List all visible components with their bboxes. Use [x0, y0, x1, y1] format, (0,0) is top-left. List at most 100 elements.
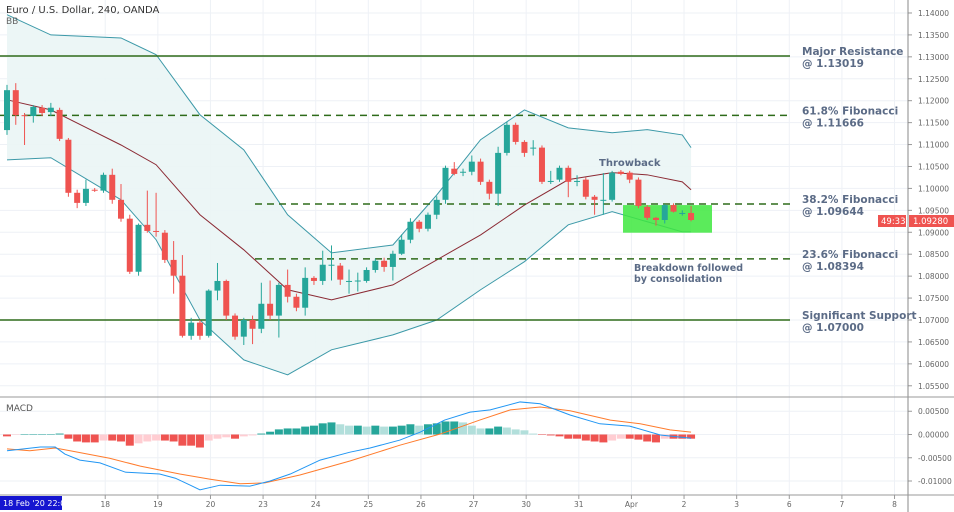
time-tick-label: 7 — [840, 500, 845, 509]
macd-histogram-bar — [511, 429, 520, 435]
candle-bearish — [451, 168, 458, 174]
time-tick-label: 20 — [206, 500, 216, 509]
price-tick-label: 1.07500 — [918, 294, 949, 303]
last-price-badge — [909, 215, 954, 227]
macd-tick-label: -0.01000 — [918, 477, 952, 486]
candle-bullish — [424, 214, 431, 229]
price-tick-label: 1.06000 — [918, 360, 949, 369]
price-tick-label: 1.07000 — [918, 316, 949, 325]
macd-histogram-bar — [187, 434, 196, 446]
macd-signal-line — [6, 406, 692, 485]
annotation-breakdown-line2: by consolidation — [634, 274, 722, 285]
price-tick-label: 1.09500 — [918, 206, 949, 215]
price-tick-label: 1.08000 — [918, 272, 949, 281]
time-tick-label: 23 — [258, 500, 268, 509]
macd-histogram-bar — [599, 434, 608, 443]
candle-bullish — [547, 180, 554, 182]
macd-histogram-bar — [178, 434, 187, 446]
macd-histogram-bar — [634, 434, 643, 440]
macd-histogram-bar — [546, 434, 555, 436]
macd-histogram-bar — [502, 427, 511, 435]
candle-bullish — [609, 172, 616, 200]
candle-bearish — [179, 275, 186, 336]
macd-tick-label: 0.00500 — [918, 407, 949, 416]
macd-histogram-bar — [573, 434, 582, 439]
time-cursor-badge — [0, 496, 62, 510]
candle-bearish — [670, 205, 677, 212]
macd-histogram-bar — [555, 434, 564, 437]
macd-histogram-bar — [608, 434, 617, 441]
last-price: 1.09280 — [913, 217, 948, 227]
level-value-fib-618: @ 1.11666 — [802, 117, 864, 129]
time-tick-label: 24 — [311, 500, 321, 509]
macd-histogram-bar — [160, 434, 169, 441]
macd-histogram-bar — [38, 434, 47, 435]
macd-histogram-bar — [459, 422, 468, 435]
time-cursor-label: 18 Feb '20 22:00 — [3, 499, 70, 508]
price-tick-label: 1.14000 — [918, 9, 949, 18]
candle-bearish — [21, 115, 28, 117]
macd-histogram-bar — [423, 424, 432, 435]
macd-histogram-bar — [678, 434, 687, 439]
candle-bullish — [188, 322, 195, 336]
candle-bullish — [398, 239, 405, 254]
candle-bullish — [47, 107, 54, 113]
candle-bearish — [267, 303, 274, 316]
macd-histogram-bar — [406, 424, 415, 435]
candle-bullish — [205, 290, 212, 336]
macd-histogram-bar — [660, 434, 669, 439]
candle-bearish — [591, 196, 598, 200]
macd-histogram-bar — [301, 426, 310, 435]
macd-histogram-bar — [651, 434, 660, 443]
macd-histogram-bar — [231, 434, 240, 439]
macd-histogram-bar — [143, 434, 152, 442]
candle-bullish — [4, 90, 10, 131]
candle-bullish — [30, 106, 37, 117]
candle-bearish — [223, 280, 230, 316]
macd-histogram-bar — [274, 429, 283, 435]
macd-histogram-bar — [520, 430, 529, 435]
candle-bearish — [626, 172, 633, 180]
macd-histogram-bar — [204, 434, 213, 441]
candle-bearish — [196, 322, 203, 336]
macd-line — [6, 401, 692, 491]
macd-histogram-bar — [169, 434, 178, 442]
macd-histogram-bar — [152, 434, 161, 441]
candle-bullish — [275, 284, 282, 316]
macd-pane — [3, 401, 696, 491]
candle-bearish — [644, 206, 651, 218]
indicator-label-macd[interactable]: MACD — [6, 404, 33, 414]
candle-bearish — [310, 277, 317, 281]
macd-histogram-bar — [616, 434, 625, 439]
candle-bearish — [249, 319, 256, 329]
time-tick-label: 18 — [100, 500, 110, 509]
macd-histogram-bar — [283, 428, 292, 435]
bb-upper-line — [6, 14, 692, 254]
candle-bearish — [161, 232, 168, 260]
indicator-label-bb[interactable]: BB — [6, 17, 18, 27]
time-tick-label: 31 — [574, 500, 584, 509]
candle-bullish — [389, 253, 396, 267]
macd-histogram-bar — [564, 434, 573, 439]
candle-bullish — [600, 199, 607, 201]
price-tick-label: 1.12000 — [918, 97, 949, 106]
price-tick-label: 1.10500 — [918, 162, 949, 171]
candle-bullish — [407, 221, 414, 240]
macd-histogram-bar — [134, 434, 143, 444]
candle-bearish — [284, 284, 291, 297]
macd-histogram-bar — [371, 425, 380, 435]
macd-histogram-bar — [362, 426, 371, 435]
macd-histogram-bar — [345, 425, 354, 435]
candle-bearish — [56, 109, 63, 139]
candle-bearish — [232, 315, 239, 337]
level-value-fib-382: @ 1.09644 — [802, 206, 864, 218]
candle-bearish — [486, 181, 493, 194]
candle-bearish — [126, 218, 133, 272]
macd-histogram-bar — [537, 434, 546, 435]
macd-histogram-bar — [108, 434, 117, 441]
candle-bullish — [258, 303, 265, 329]
candle-bullish — [135, 224, 142, 272]
macd-histogram-bar — [222, 434, 231, 438]
